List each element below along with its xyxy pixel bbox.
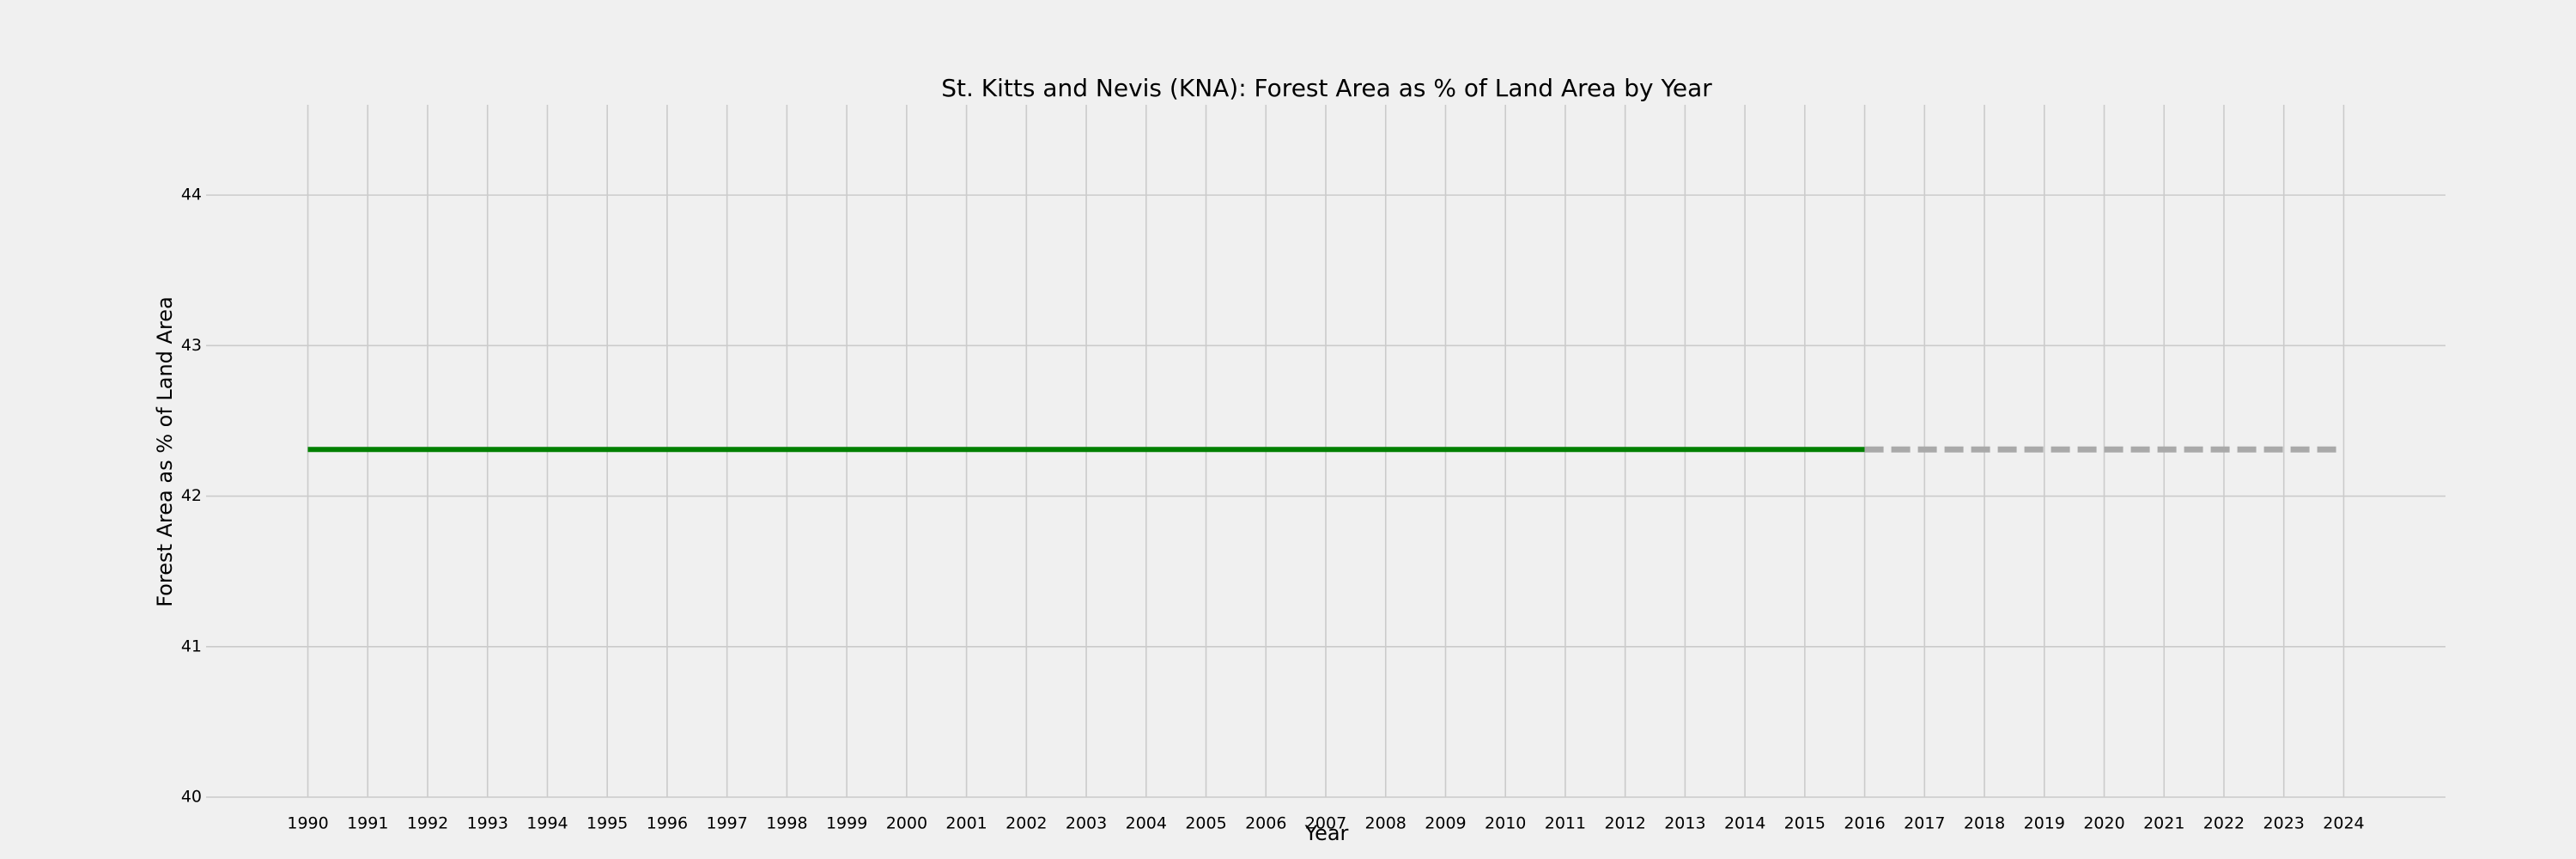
x-tick-label: 2011	[1545, 814, 1586, 833]
x-tick-label: 2002	[1005, 814, 1047, 833]
x-tick-label: 2021	[2143, 814, 2184, 833]
x-tick-label: 1991	[347, 814, 388, 833]
y-tick-label: 44	[181, 186, 202, 204]
x-tick-label: 1997	[706, 814, 747, 833]
x-tick-label: 1996	[647, 814, 688, 833]
x-tick-label: 2012	[1604, 814, 1645, 833]
chart-title: St. Kitts and Nevis (KNA): Forest Area a…	[941, 74, 1712, 102]
x-tick-label: 2016	[1844, 814, 1885, 833]
x-tick-label: 1993	[467, 814, 508, 833]
x-tick-label: 1990	[287, 814, 328, 833]
y-tick-label: 42	[181, 486, 202, 505]
x-tick-label: 2022	[2203, 814, 2245, 833]
x-tick-label: 2013	[1664, 814, 1705, 833]
x-tick-labels: 1990 1991 1992 1993 1994 1995 1996 1997 1998 1999…	[287, 814, 2364, 833]
x-tick-label: 2019	[2024, 814, 2065, 833]
x-tick-label: 2009	[1425, 814, 1466, 833]
x-tick-label: 1992	[407, 814, 448, 833]
x-tick-label: 2001	[945, 814, 987, 833]
x-tick-label: 2010	[1485, 814, 1526, 833]
y-tick-label: 40	[181, 788, 202, 807]
x-tick-label: 2004	[1126, 814, 1167, 833]
y-tick-labels: 40 41 42 43 44	[181, 186, 202, 807]
y-axis-label: Forest Area as % of Land Area	[153, 296, 177, 607]
x-tick-label: 2007	[1305, 814, 1346, 833]
x-tick-label: 2015	[1784, 814, 1826, 833]
x-tick-label: 2008	[1365, 814, 1406, 833]
x-tick-label: 2018	[1964, 814, 2005, 833]
x-tick-label: 1998	[766, 814, 807, 833]
x-tick-label: 2017	[1904, 814, 1945, 833]
x-tick-label: 1999	[826, 814, 867, 833]
x-tick-label: 2003	[1066, 814, 1107, 833]
y-tick-label: 43	[181, 336, 202, 355]
x-tick-label: 1995	[586, 814, 628, 833]
x-tick-label: 2005	[1185, 814, 1226, 833]
x-tick-label: 2006	[1245, 814, 1286, 833]
x-tick-label: 2014	[1724, 814, 1765, 833]
x-tick-label: 2024	[2323, 814, 2364, 833]
y-tick-label: 41	[181, 637, 202, 655]
x-tick-label: 2000	[886, 814, 927, 833]
x-tick-label: 2020	[2083, 814, 2124, 833]
x-tick-label: 1994	[526, 814, 568, 833]
x-tick-label: 2023	[2263, 814, 2305, 833]
x-axis-label: Year	[1304, 821, 1349, 845]
